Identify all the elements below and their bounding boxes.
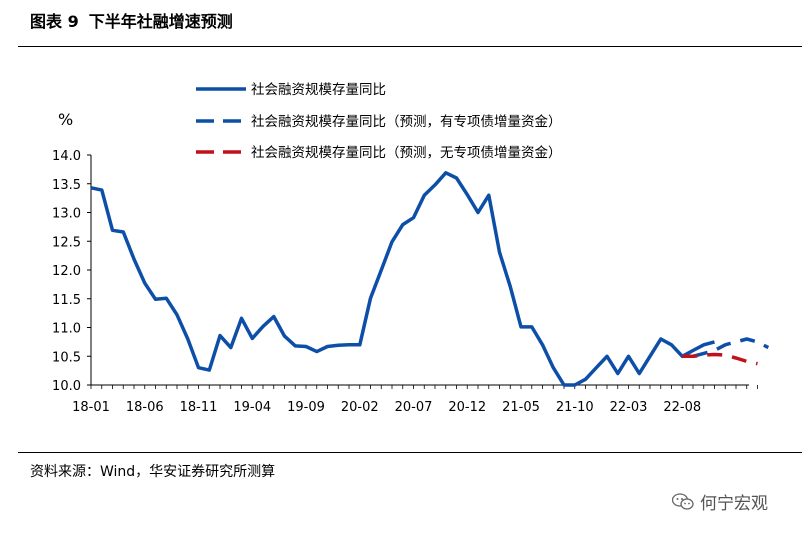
x-tick-label: 21-10	[556, 400, 594, 415]
y-tick-label: 10.5	[52, 350, 81, 365]
watermark-text: 何宁宏观	[700, 494, 768, 514]
figure-title: 图表 9 下半年社融增速预测	[30, 8, 233, 32]
x-tick-label: 18-11	[180, 400, 218, 415]
axes: 14.0 13.5 13.0 12.5 12.0 11.5 11.0 10.5 10.0 18-0…	[52, 149, 758, 415]
wechat-icon	[672, 492, 694, 510]
series-layer	[90, 171, 770, 387]
y-tick-label: 11.5	[52, 293, 81, 308]
x-tick-label: 20-02	[341, 400, 379, 415]
x-tick-label: 18-01	[72, 400, 110, 415]
legend-label-3: 社会融资规模存量同比（预测，无专项债增量资金）	[251, 145, 562, 161]
top-divider	[18, 46, 802, 47]
x-tick-label: 22-03	[610, 400, 648, 415]
x-tick-label: 19-04	[233, 400, 271, 415]
x-tick-label: 22-08	[663, 400, 701, 415]
y-tick-label: 12.5	[52, 235, 81, 250]
figure-label: 图表 9	[30, 12, 79, 31]
y-tick-label: 11.0	[52, 322, 81, 337]
x-tick-label: 20-07	[395, 400, 433, 415]
x-tick-label: 20-12	[448, 400, 486, 415]
x-tick-label: 19-09	[287, 400, 325, 415]
x-tick-label: 18-06	[126, 400, 164, 415]
y-unit-label: %	[58, 110, 73, 129]
series-line-3	[682, 352, 758, 366]
y-tick-label: 10.0	[52, 379, 81, 394]
source-note: 资料来源：Wind，华安证券研究所测算	[30, 464, 276, 480]
y-tick-label: 12.0	[52, 264, 81, 279]
legend-label-1: 社会融资规模存量同比	[251, 82, 386, 98]
series-line-2	[692, 337, 770, 358]
legend-label-2: 社会融资规模存量同比（预测，有专项债增量资金）	[251, 114, 562, 130]
series-line-1	[90, 171, 715, 387]
y-tick-label: 13.0	[52, 207, 81, 222]
y-tick-label: 13.5	[52, 178, 81, 193]
x-tick-label: 21-05	[502, 400, 540, 415]
bottom-divider	[18, 452, 802, 453]
watermark: 何宁宏观	[672, 489, 768, 514]
y-tick-label: 14.0	[52, 149, 81, 164]
figure-title-text: 下半年社融增速预测	[88, 12, 233, 31]
